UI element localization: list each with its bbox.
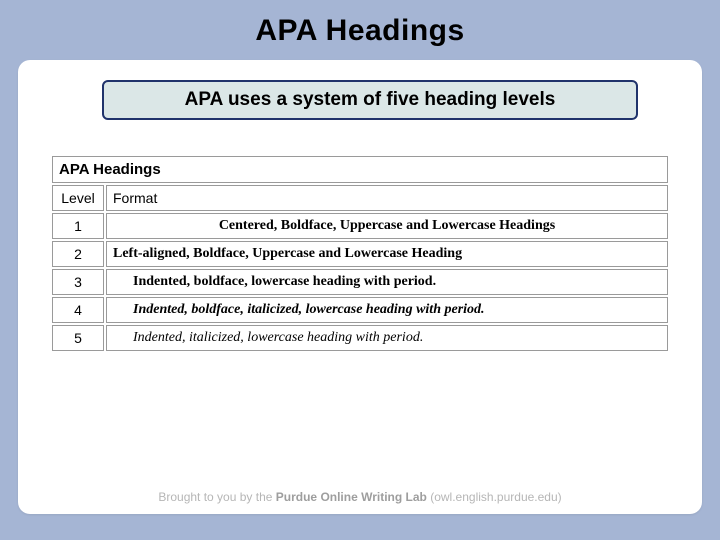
footer-brand: Purdue Online Writing Lab [276, 490, 427, 504]
table-header-row: Level Format [52, 185, 668, 211]
footer-suffix: (owl.english.purdue.edu) [427, 490, 562, 504]
apa-headings-table: APA Headings Level Format 1 Centered, Bo… [50, 154, 670, 353]
callout-box: APA uses a system of five heading levels [102, 80, 638, 120]
table-row: 4 Indented, boldface, italicized, lowerc… [52, 297, 668, 323]
cell-format: Indented, italicized, lowercase heading … [106, 325, 668, 351]
cell-level: 5 [52, 325, 104, 351]
cell-format: Left-aligned, Boldface, Uppercase and Lo… [106, 241, 668, 267]
cell-level: 2 [52, 241, 104, 267]
footer: Brought to you by the Purdue Online Writ… [18, 490, 702, 504]
table-row: 3 Indented, boldface, lowercase heading … [52, 269, 668, 295]
table-row: 5 Indented, italicized, lowercase headin… [52, 325, 668, 351]
callout-text: APA uses a system of five heading levels [185, 89, 556, 110]
table-caption-row: APA Headings [52, 156, 668, 183]
table-row: 2 Left-aligned, Boldface, Uppercase and … [52, 241, 668, 267]
cell-level: 3 [52, 269, 104, 295]
table-row: 1 Centered, Boldface, Uppercase and Lowe… [52, 213, 668, 239]
header-format: Format [106, 185, 668, 211]
cell-format: Indented, boldface, lowercase heading wi… [106, 269, 668, 295]
cell-format: Indented, boldface, italicized, lowercas… [106, 297, 668, 323]
header-level: Level [52, 185, 104, 211]
cell-level: 1 [52, 213, 104, 239]
slide-title: APA Headings [0, 0, 720, 60]
footer-prefix: Brought to you by the [158, 490, 275, 504]
cell-format: Centered, Boldface, Uppercase and Lowerc… [106, 213, 668, 239]
table-container: APA Headings Level Format 1 Centered, Bo… [50, 154, 670, 353]
cell-level: 4 [52, 297, 104, 323]
content-card: APA uses a system of five heading levels… [18, 60, 702, 514]
table-caption: APA Headings [52, 156, 668, 183]
